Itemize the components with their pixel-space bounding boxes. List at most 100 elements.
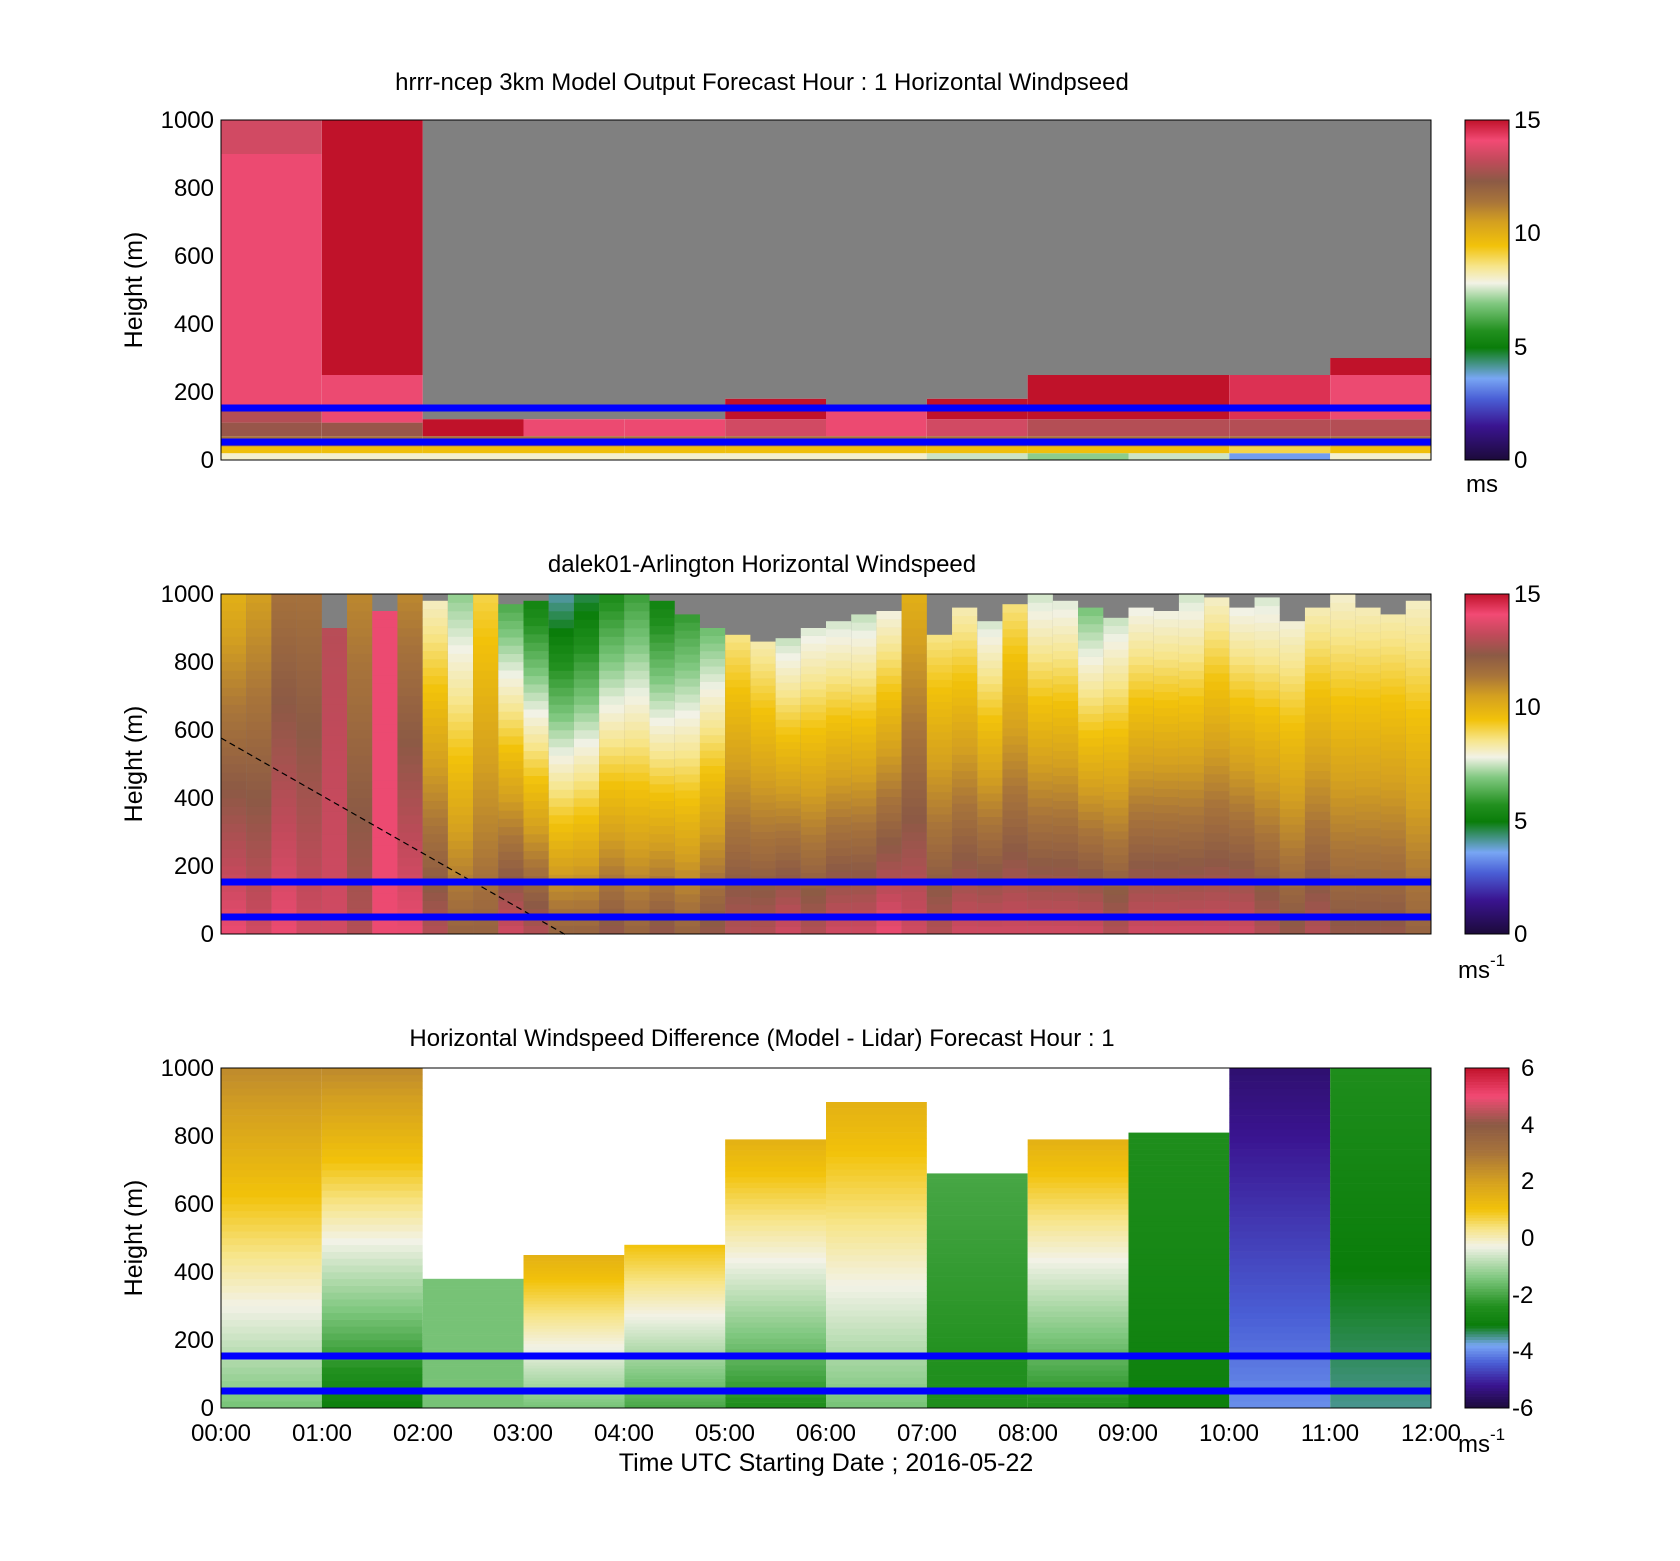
heatmap-cell: [1304, 689, 1331, 698]
heatmap-cell: [624, 764, 650, 773]
heatmap-cell: [599, 628, 625, 637]
heatmap-cell: [1178, 815, 1205, 824]
heatmap-cell: [699, 819, 726, 828]
heatmap-cell: [523, 1395, 625, 1400]
heatmap-cell: [876, 619, 902, 628]
heatmap-cell: [1052, 742, 1079, 752]
heatmap-cell: [800, 689, 826, 698]
heatmap-cell: [1355, 836, 1381, 845]
heatmap-cell: [1304, 819, 1331, 829]
heatmap-cell: [1153, 764, 1179, 773]
heatmap-cell: [800, 742, 826, 751]
colorbar-band: [1465, 1119, 1509, 1123]
heatmap-cell: [1330, 1251, 1431, 1259]
heatmap-cell: [926, 446, 1028, 454]
heatmap-cell: [573, 636, 600, 646]
heatmap-cell: [775, 889, 801, 898]
heatmap-cell: [1128, 1248, 1230, 1255]
heatmap-cell: [826, 629, 852, 638]
heatmap-cell: [573, 670, 600, 680]
heatmap-cell: [725, 739, 751, 748]
heatmap-cell: [523, 1340, 625, 1345]
heatmap-cell: [624, 662, 650, 671]
heatmap-cell: [1128, 1292, 1230, 1299]
heatmap-cell: [271, 772, 297, 782]
heatmap-cell: [347, 900, 373, 909]
heatmap-cell: [750, 780, 776, 789]
heatmap-cell: [699, 788, 726, 797]
heatmap-cell: [725, 1316, 826, 1323]
heatmap-cell: [674, 726, 700, 735]
heatmap-cell: [725, 769, 751, 778]
heatmap-cell: [1405, 675, 1431, 685]
heatmap-cell: [926, 747, 953, 755]
heatmap-cell: [1052, 817, 1079, 827]
heatmap-cell: [221, 1306, 322, 1314]
heatmap-cell: [826, 707, 852, 716]
heatmap-cell: [1355, 705, 1381, 714]
heatmap-cell: [523, 1371, 625, 1375]
heatmap-cell: [447, 849, 474, 858]
x-tick-label: 04:00: [594, 1420, 654, 1447]
colorbar-band: [1465, 1320, 1509, 1324]
heatmap-cell: [447, 925, 474, 935]
heatmap-cell: [246, 891, 272, 901]
colorbar-band: [1465, 1076, 1509, 1080]
heatmap-cell: [422, 1286, 524, 1290]
heatmap-cell: [498, 802, 524, 811]
heatmap-cell: [221, 1197, 322, 1205]
heatmap-cell: [321, 895, 348, 904]
heatmap-cell: [1229, 1326, 1331, 1334]
heatmap-cell: [1052, 600, 1079, 610]
heatmap-cell: [1178, 755, 1205, 765]
heatmap-cell: [548, 849, 574, 858]
colorbar-band: [1465, 1150, 1509, 1154]
heatmap-cell: [1052, 775, 1079, 785]
heatmap-cell: [926, 1370, 1028, 1376]
heatmap-cell: [422, 1384, 524, 1388]
heatmap-cell: [523, 767, 549, 777]
heatmap-cell: [1078, 746, 1104, 755]
heatmap-cell: [699, 689, 726, 698]
heatmap-cell: [1355, 795, 1381, 804]
heatmap-cell: [321, 865, 348, 874]
heatmap-cell: [1078, 681, 1104, 690]
heatmap-cell: [246, 696, 272, 705]
heatmap-cell: [347, 832, 373, 841]
heatmap-cell: [901, 925, 927, 935]
heatmap-cell: [952, 713, 978, 723]
heatmap-cell: [422, 775, 448, 785]
heatmap-cell: [674, 886, 700, 895]
heatmap-cell: [1002, 661, 1028, 671]
heatmap-cell: [321, 681, 348, 690]
heatmap-cell: [221, 1142, 322, 1150]
heatmap-cell: [548, 738, 574, 748]
heatmap-cell: [321, 1088, 423, 1096]
heatmap-cell: [926, 836, 953, 845]
heatmap-cell: [321, 1149, 423, 1157]
heatmap-cell: [826, 793, 852, 802]
heatmap-cell: [1103, 673, 1129, 682]
heatmap-cell: [271, 721, 297, 731]
heatmap-cell: [473, 891, 499, 901]
heatmap-cell: [1178, 866, 1205, 875]
heatmap-cell: [397, 789, 423, 799]
heatmap-cell: [1330, 1210, 1431, 1218]
heatmap-cell: [372, 796, 398, 806]
heatmap-cell: [1052, 909, 1079, 918]
heatmap-cell: [321, 765, 348, 774]
colorbar-band: [1465, 1291, 1509, 1295]
heatmap-cell: [750, 860, 776, 869]
heatmap-cell: [826, 871, 852, 880]
heatmap-cell: [725, 1262, 826, 1269]
heatmap-cell: [876, 917, 902, 927]
heatmap-cell: [876, 659, 902, 668]
heatmap-cell: [826, 1322, 927, 1329]
heatmap-cell: [901, 602, 927, 612]
heatmap-cell: [649, 817, 675, 827]
heatmap-cell: [422, 1376, 524, 1380]
heatmap-cell: [1027, 1273, 1129, 1280]
colorbar-band: [1465, 1090, 1509, 1094]
heatmap-cell: [901, 840, 927, 850]
heatmap-cell: [800, 834, 826, 843]
